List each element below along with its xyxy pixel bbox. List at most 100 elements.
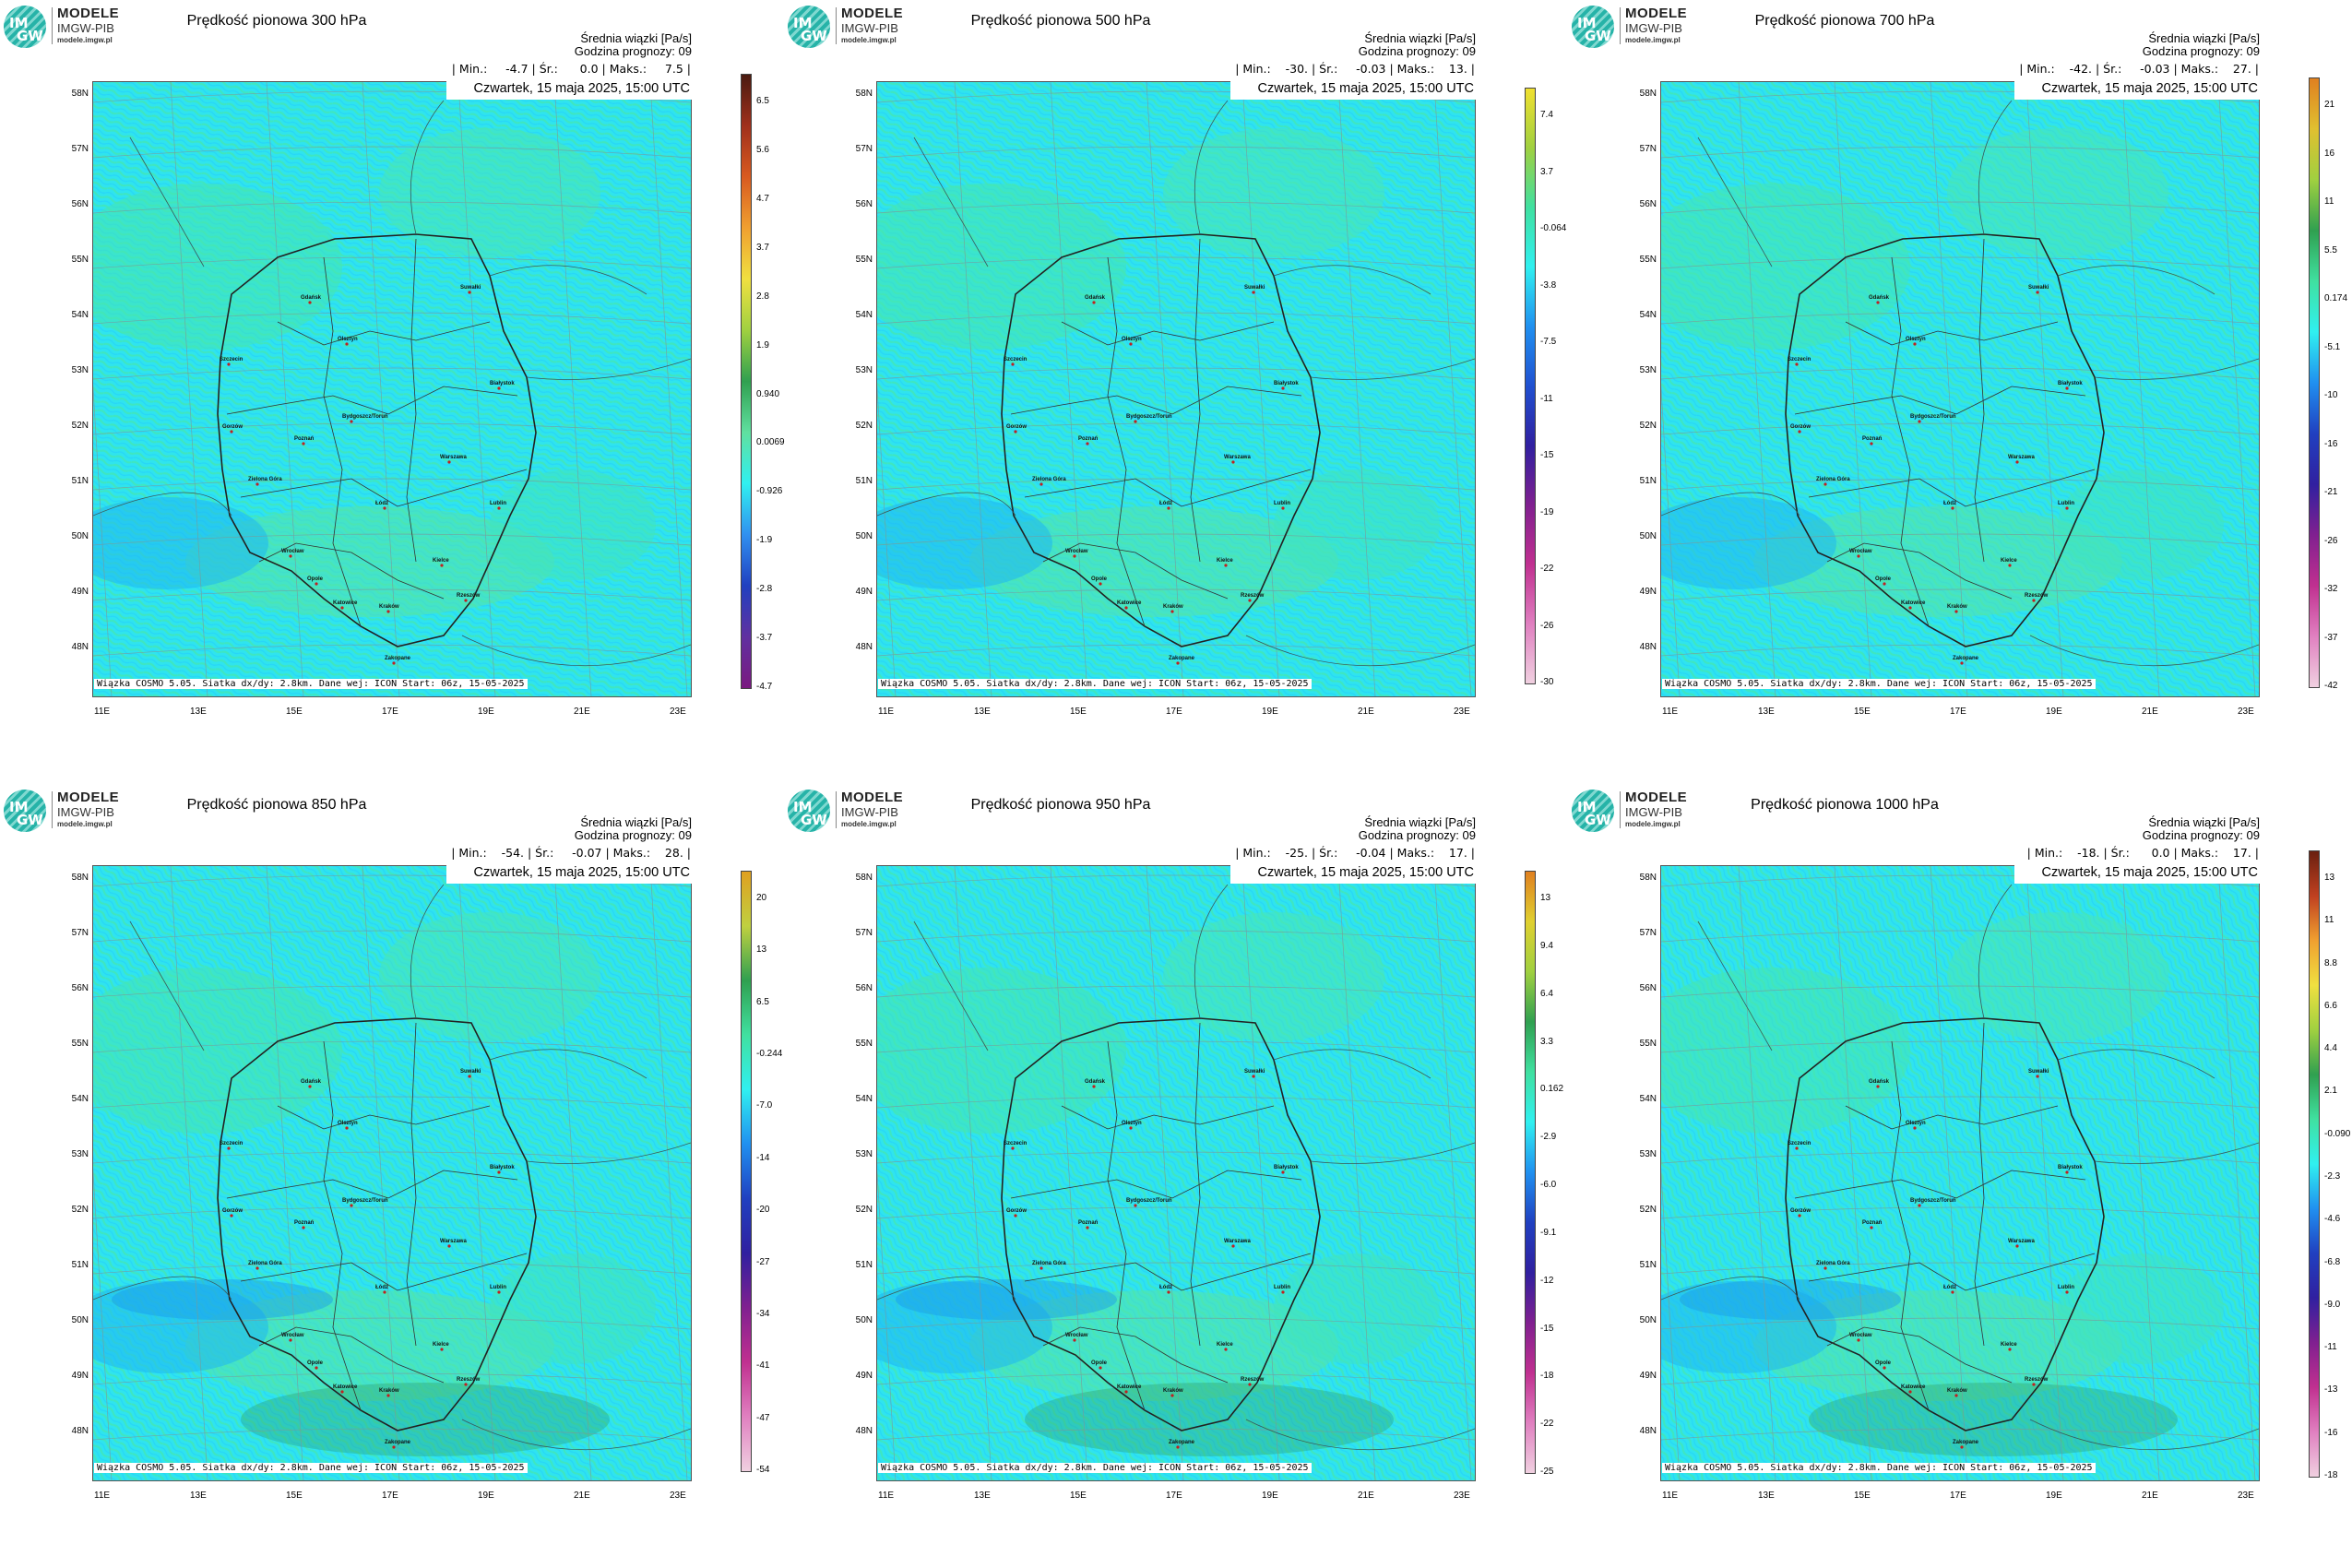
city-label: Rzeszów bbox=[2025, 593, 2049, 599]
city-label: Opole bbox=[1091, 1360, 1108, 1366]
city-label: Białystok bbox=[490, 381, 515, 386]
map-panel: IM GW MODELE IMGW-PIB modele.imgw.pl Prędkość… bbox=[784, 0, 1568, 784]
lat-label: 56N bbox=[855, 199, 873, 209]
model-credit: Wiązka COSMO 5.05. Siatka dx/dy: 2.8km. … bbox=[878, 1463, 1312, 1473]
city-marker bbox=[2065, 1290, 2069, 1294]
colorbar-tick-label: 6.5 bbox=[756, 996, 769, 1007]
colorbar-tick-label: 6.6 bbox=[2324, 1000, 2337, 1011]
city-marker bbox=[1281, 386, 1285, 390]
city-label: Poznań bbox=[1862, 1220, 1883, 1226]
logo-brand: MODELE bbox=[57, 790, 120, 805]
colorbar-tick-label: -1.9 bbox=[756, 535, 773, 546]
colorbar-tick-label: -54 bbox=[756, 1465, 770, 1475]
colorbar-tick-label: 4.7 bbox=[756, 193, 769, 204]
colorbar-tick-label: 0.174 bbox=[2324, 293, 2348, 303]
lat-label: 55N bbox=[1639, 1039, 1657, 1049]
colorbar-tick-label: -47 bbox=[756, 1412, 770, 1423]
city-marker bbox=[227, 362, 231, 366]
lon-label: 15E bbox=[286, 1491, 303, 1501]
city-label: Łódź bbox=[1943, 1285, 1956, 1290]
lat-label: 48N bbox=[71, 1426, 89, 1436]
map-panel: IM GW MODELE IMGW-PIB modele.imgw.pl Prędkość… bbox=[0, 784, 784, 1568]
city-label: Kielce bbox=[1217, 558, 1233, 564]
logo-org: IMGW-PIB bbox=[57, 21, 114, 35]
colorbar-tick-label: 11 bbox=[2324, 915, 2334, 926]
city-marker bbox=[497, 1290, 501, 1294]
city-marker bbox=[1167, 1290, 1170, 1294]
forecast-date: Czwartek, 15 maja 2025, 15:00 UTC bbox=[1230, 861, 1476, 884]
city-label: Łódź bbox=[375, 501, 388, 506]
lat-label: 55N bbox=[855, 1039, 873, 1049]
city-label: Kielce bbox=[2001, 1342, 2017, 1348]
colorbar-tick-label: -12 bbox=[1540, 1275, 1554, 1286]
city-label: Suwałki bbox=[2028, 285, 2049, 291]
city-label: Katowice bbox=[333, 1384, 358, 1390]
lat-label: 52N bbox=[71, 1205, 89, 1215]
colorbar-tick-label: -7.5 bbox=[1540, 337, 1557, 347]
city-marker bbox=[447, 460, 451, 464]
city-marker bbox=[1134, 420, 1137, 423]
city-label: Lublin bbox=[1274, 1285, 1290, 1290]
city-marker bbox=[1908, 1390, 1912, 1394]
city-marker bbox=[315, 1366, 318, 1370]
colorbar-tick-label: -25 bbox=[1540, 1467, 1554, 1477]
colorbar-tick-label: 0.162 bbox=[1540, 1084, 1564, 1095]
lon-label: 21E bbox=[574, 707, 590, 717]
city-label: Kraków bbox=[1163, 604, 1183, 610]
logo-mark-top: IM bbox=[9, 15, 29, 31]
country-border bbox=[1785, 1017, 2105, 1431]
neighbour-borders bbox=[93, 884, 691, 1451]
city-label: Kraków bbox=[1163, 1388, 1183, 1394]
lat-label: 53N bbox=[1639, 1149, 1657, 1159]
colorbar-tick-label: -9.0 bbox=[2324, 1299, 2341, 1310]
city-label: Białystok bbox=[1274, 381, 1299, 386]
city-label: Wrocław bbox=[1849, 549, 1872, 554]
map-area[interactable]: Gdańsk Olsztyn Suwałki Szczecin Białystok Gor… bbox=[92, 865, 692, 1481]
city-marker bbox=[497, 386, 501, 390]
city-marker bbox=[230, 430, 233, 434]
lon-label: 23E bbox=[1454, 707, 1470, 717]
map-area[interactable]: Gdańsk Olsztyn Suwałki Szczecin Białystok Gor… bbox=[1660, 865, 2260, 1481]
colorbar-tick-label: -15 bbox=[1540, 450, 1554, 460]
city-label: Gorzów bbox=[1790, 1208, 1811, 1214]
city-marker bbox=[392, 1445, 396, 1449]
lon-label: 21E bbox=[1358, 1491, 1374, 1501]
city-label: Katowice bbox=[1901, 600, 1926, 606]
lat-label: 51N bbox=[855, 1260, 873, 1270]
city-label: Rzeszów bbox=[2025, 1377, 2049, 1383]
neighbour-borders bbox=[93, 100, 691, 667]
map-area[interactable]: Gdańsk Olsztyn Suwałki Szczecin Białystok Gor… bbox=[876, 865, 1476, 1481]
country-border bbox=[217, 1017, 537, 1431]
logo-url: modele.imgw.pl bbox=[841, 36, 897, 44]
city-marker bbox=[1798, 1214, 1801, 1218]
lon-label: 11E bbox=[878, 1491, 895, 1501]
region-borders bbox=[1794, 1022, 2096, 1411]
graticule bbox=[877, 82, 1475, 696]
neighbour-borders bbox=[877, 100, 1475, 667]
lat-label: 55N bbox=[855, 255, 873, 265]
city-marker bbox=[345, 1126, 349, 1130]
lat-label: 48N bbox=[1639, 642, 1657, 652]
map-area[interactable]: Gdańsk Olsztyn Suwałki Szczecin Białystok Gor… bbox=[876, 81, 1476, 697]
city-label: Rzeszów bbox=[1241, 1377, 1265, 1383]
city-label: Zielona Góra bbox=[1032, 477, 1066, 482]
map-area[interactable]: Gdańsk Olsztyn Suwałki Szczecin Białystok Gor… bbox=[92, 81, 692, 697]
city-label: Warszawa bbox=[440, 1239, 467, 1244]
colorbar-tick-label: -42 bbox=[2324, 681, 2338, 691]
logo-org: IMGW-PIB bbox=[1625, 805, 1682, 819]
map-area[interactable]: Gdańsk Olsztyn Suwałki Szczecin Białystok Gor… bbox=[1660, 81, 2260, 697]
city-label: Białystok bbox=[2058, 381, 2083, 386]
city-marker bbox=[1795, 1146, 1799, 1150]
lat-label: 51N bbox=[855, 476, 873, 486]
city-marker bbox=[227, 1146, 231, 1150]
city-label: Katowice bbox=[1901, 1384, 1926, 1390]
lon-label: 15E bbox=[1854, 707, 1871, 717]
colorbar-tick-label: -6.8 bbox=[2324, 1256, 2341, 1267]
lon-label: 13E bbox=[974, 707, 991, 717]
city-label: Szczecin bbox=[1788, 1141, 1812, 1146]
logo-mark-icon: IM GW bbox=[788, 790, 830, 832]
logo-brand: MODELE bbox=[841, 790, 904, 805]
colorbar bbox=[741, 74, 752, 689]
model-credit: Wiązka COSMO 5.05. Siatka dx/dy: 2.8km. … bbox=[878, 679, 1312, 689]
city-label: Bydgoszcz/Toruń bbox=[1910, 414, 1956, 420]
